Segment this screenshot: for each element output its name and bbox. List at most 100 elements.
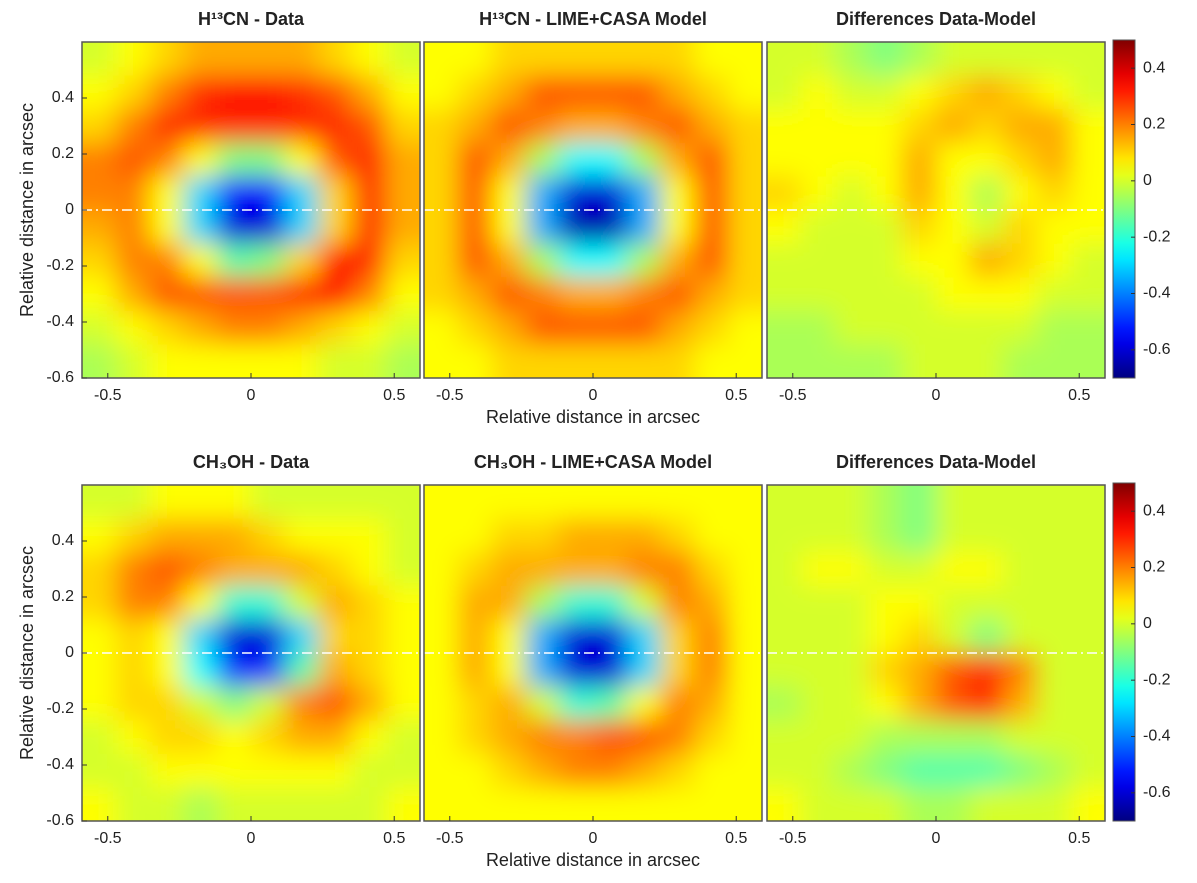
heatmap-cell [284, 42, 320, 77]
heatmap-cell [352, 686, 387, 721]
heatmap-cell [251, 686, 286, 721]
heatmap-cell [115, 619, 151, 654]
colorbar [1112, 39, 1136, 379]
heatmap-cell [626, 753, 662, 788]
y-tick-label: 0.4 [52, 532, 74, 549]
heatmap-cell [1037, 787, 1072, 821]
heatmap-cell [800, 653, 836, 688]
heatmap-cell [1003, 585, 1038, 620]
heatmap-cell [183, 787, 218, 821]
heatmap-cell [386, 720, 420, 755]
heatmap-cell [626, 552, 662, 587]
heatmap-cell [1037, 344, 1072, 378]
heatmap-cell [936, 720, 971, 755]
heatmap-cell [1037, 619, 1072, 654]
heatmap-cell [386, 75, 420, 110]
heatmap-cell [115, 518, 151, 553]
heatmap-cell [251, 753, 286, 788]
heatmap-cell [217, 277, 252, 312]
heatmap-cell [1037, 243, 1072, 278]
heatmap-cell [834, 653, 869, 688]
heatmap-cell [251, 552, 286, 587]
heatmap-cell [834, 485, 869, 520]
heatmap-cell [694, 585, 729, 620]
heatmap-cell [868, 142, 903, 177]
heatmap-cell [115, 75, 151, 110]
heatmap-cell [352, 75, 387, 110]
heatmap-cell [728, 42, 762, 77]
heatmap-cell [1037, 75, 1072, 110]
heatmap-cell [969, 310, 1005, 345]
heatmap-cell [284, 552, 320, 587]
heatmap-cell [936, 109, 971, 144]
heatmap-cell [525, 585, 560, 620]
heatmap-cell [352, 787, 387, 821]
heatmap-cell [457, 176, 493, 211]
heatmap-cell [559, 787, 594, 821]
heatmap-cell [424, 142, 459, 177]
heatmap-cell [251, 344, 286, 378]
heatmap-cell [386, 344, 420, 378]
heatmap-cell [457, 787, 493, 821]
heatmap-cell [149, 787, 184, 821]
heatmap-cell [800, 310, 836, 345]
heatmap-cell [183, 518, 218, 553]
heatmap-cell [800, 518, 836, 553]
heatmap-cell [386, 310, 420, 345]
colorbar-tick-label: 0.4 [1143, 59, 1165, 76]
heatmap-cell [694, 787, 729, 821]
heatmap-cell [457, 552, 493, 587]
heatmap-cell [284, 787, 320, 821]
heatmap-cell [969, 619, 1005, 654]
heatmap-cell [626, 485, 662, 520]
heatmap-cell [902, 552, 937, 587]
heatmap-cell [800, 75, 836, 110]
heatmap-cell [491, 585, 526, 620]
heatmap-cell [525, 75, 560, 110]
heatmap-cell [491, 277, 526, 312]
heatmap-cell [936, 310, 971, 345]
heatmap-cell [767, 42, 802, 77]
heatmap-cell [969, 787, 1005, 821]
heatmap-cell [424, 243, 459, 278]
heatmap-cell [217, 619, 252, 654]
heatmap-cell [660, 686, 695, 721]
heatmap-cell [626, 686, 662, 721]
heatmap-cells [424, 485, 762, 821]
heatmap-cell [284, 720, 320, 755]
heatmap-cell [183, 619, 218, 654]
heatmap-cell [491, 176, 526, 211]
heatmap-cell [728, 485, 762, 520]
colorbar [1112, 482, 1136, 822]
heatmap-cell [936, 619, 971, 654]
heatmap-cell [1037, 210, 1072, 245]
heatmap-cell [626, 619, 662, 654]
heatmap-cell [1071, 344, 1105, 378]
heatmap-cell [183, 42, 218, 77]
heatmap-cell [936, 176, 971, 211]
heatmap-cell [694, 277, 729, 312]
heatmap-cell [386, 653, 420, 688]
heatmap-cell [115, 787, 151, 821]
heatmap-cell [767, 552, 802, 587]
heatmap-cell [834, 518, 869, 553]
heatmap-cell [424, 485, 459, 520]
x-tick-label: 0.5 [725, 387, 747, 404]
heatmap-cell [82, 787, 117, 821]
heatmap-cell [424, 176, 459, 211]
heatmap-cell [82, 277, 117, 312]
heatmap-cell [352, 210, 387, 245]
heatmap-cell [694, 109, 729, 144]
heatmap-cell [694, 753, 729, 788]
heatmap-cell [149, 344, 184, 378]
heatmap-cell [251, 210, 286, 245]
heatmap-cell [559, 75, 594, 110]
heatmap-cell [318, 686, 353, 721]
heatmap-cell [593, 176, 628, 211]
heatmap-cell [318, 585, 353, 620]
heatmap-cell [217, 142, 252, 177]
heatmap-cell [902, 310, 937, 345]
heatmap-cell [149, 109, 184, 144]
heatmap-cell [1071, 552, 1105, 587]
x-tick-label: -0.5 [779, 387, 807, 404]
